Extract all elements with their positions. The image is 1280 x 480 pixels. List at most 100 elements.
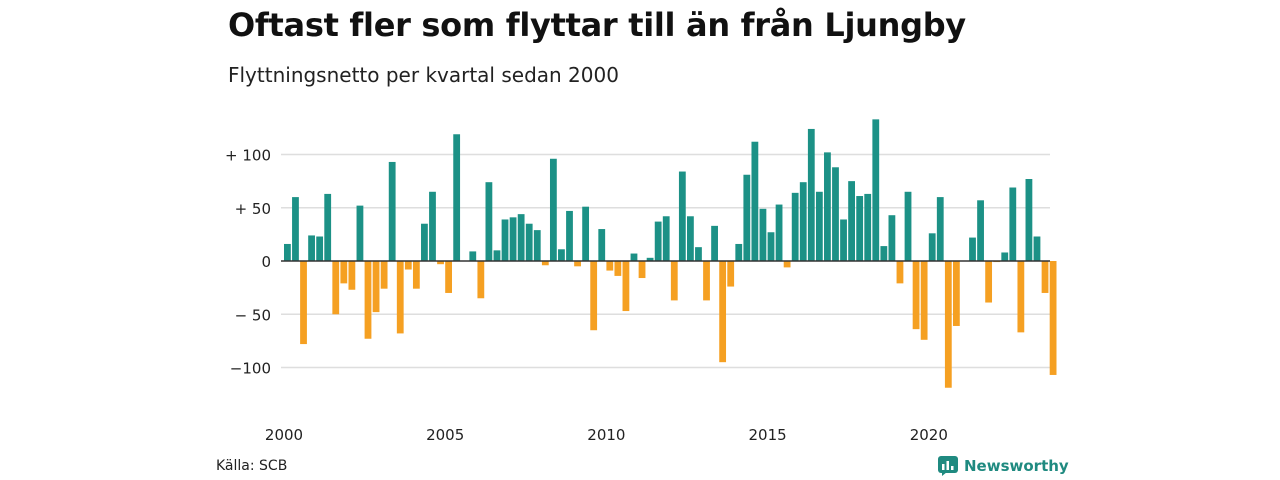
bar (759, 208, 767, 261)
bar (791, 192, 799, 261)
bar (1017, 261, 1025, 333)
bar (590, 261, 598, 331)
bar (1033, 236, 1041, 261)
bar (904, 191, 912, 261)
chart-subtitle: Flyttningsnetto per kvartal sedan 2000 (228, 63, 619, 87)
bar (340, 261, 348, 284)
bar (751, 141, 759, 261)
bar (533, 230, 541, 261)
bar (404, 261, 412, 270)
bar (654, 221, 662, 261)
bar (356, 205, 364, 261)
bar (469, 251, 477, 261)
bar (396, 261, 404, 334)
y-tick-label: − 50 (235, 306, 271, 324)
bar (969, 237, 976, 261)
bar (687, 216, 694, 261)
y-tick-label: 0 (261, 253, 271, 271)
bar (783, 261, 791, 268)
x-tick-label: 2010 (587, 426, 625, 444)
x-tick-label: 2000 (265, 426, 303, 444)
bar (606, 261, 614, 271)
bar (670, 261, 678, 301)
bar (517, 214, 525, 261)
bar (1025, 179, 1033, 261)
bar (541, 261, 549, 266)
brand-name: Newsworthy (964, 457, 1069, 475)
bar (703, 261, 710, 301)
bar (598, 229, 606, 261)
bar (977, 200, 984, 261)
bar (316, 236, 324, 261)
bar (775, 204, 783, 261)
bar (412, 261, 420, 289)
bar (574, 261, 581, 267)
bar (896, 261, 904, 284)
bar (453, 134, 461, 261)
bar (695, 247, 702, 261)
bar (662, 216, 670, 261)
bar (944, 261, 952, 388)
bar (848, 181, 855, 262)
bar (912, 261, 920, 330)
source-label: Källa: SCB (216, 458, 288, 474)
bar (807, 128, 815, 261)
bar (437, 261, 444, 265)
bar (292, 197, 299, 261)
bar (445, 261, 452, 293)
brand-logo: Newsworthy (938, 456, 1069, 476)
bar (727, 261, 735, 287)
bar (501, 219, 509, 261)
bar (525, 223, 533, 261)
bar (920, 261, 928, 340)
bar (646, 257, 654, 261)
chart-title: Oftast fler som flyttar till än från Lju… (228, 6, 966, 44)
bar (936, 197, 944, 261)
bar (985, 261, 993, 303)
bar (308, 235, 315, 261)
bar (622, 261, 630, 312)
bar (348, 261, 356, 290)
bar (372, 261, 380, 313)
y-tick-label: + 100 (225, 147, 271, 165)
bar (832, 167, 839, 261)
y-tick-label: −100 (230, 360, 271, 378)
bar (566, 210, 573, 261)
bar (332, 261, 340, 315)
bar (324, 193, 332, 261)
newsworthy-logo-icon (938, 456, 958, 476)
bar (421, 223, 428, 261)
bar (388, 161, 396, 261)
bar (1009, 187, 1017, 261)
bar (856, 196, 864, 261)
bar (614, 261, 622, 276)
bar (799, 182, 807, 261)
bar (1049, 261, 1057, 375)
bar (952, 261, 960, 326)
bar (824, 152, 831, 261)
bar (1041, 261, 1049, 293)
bar (549, 158, 557, 261)
bar (928, 233, 936, 261)
x-tick-label: 2015 (749, 426, 787, 444)
bar (284, 243, 291, 261)
bar (719, 261, 727, 363)
bar (735, 243, 743, 261)
bar (477, 261, 485, 299)
bar (582, 206, 590, 261)
x-tick-label: 2005 (426, 426, 464, 444)
bar (711, 225, 718, 261)
bar (364, 261, 372, 339)
bar (630, 253, 638, 261)
bar (864, 193, 872, 261)
bar (888, 215, 896, 261)
bar (429, 191, 436, 261)
bar (840, 219, 847, 261)
bar (815, 191, 823, 261)
y-tick-label: + 50 (235, 200, 271, 218)
bar (1001, 252, 1009, 261)
bar (880, 246, 888, 261)
bar (678, 171, 686, 261)
bar (493, 250, 501, 261)
